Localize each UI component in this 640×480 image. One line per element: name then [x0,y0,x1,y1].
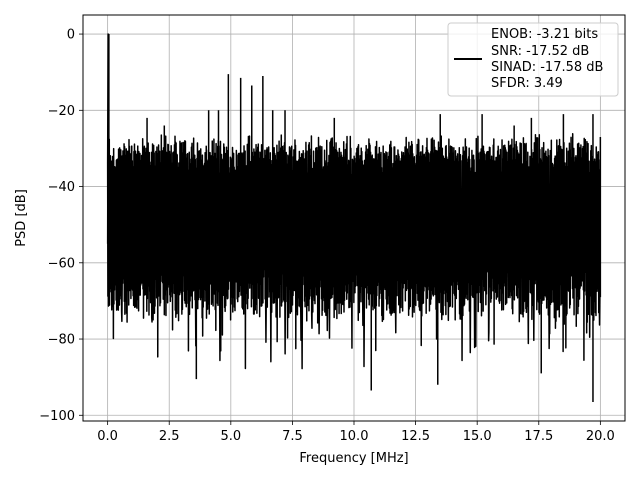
psd-trace-group [106,33,602,402]
x-tick-label: 7.5 [282,429,303,444]
x-axis-ticks: 0.0 2.5 5.0 7.5 10.0 12.5 15.0 17.5 20.0 [97,421,615,444]
y-tick-label: −100 [39,409,75,424]
legend-sinad: SINAD: -17.58 dB [491,60,603,75]
legend-sfdr: SFDR: 3.49 [491,76,563,91]
legend-snr: SNR: -17.52 dB [491,44,589,59]
y-tick-label: −60 [48,256,75,271]
y-tick-label: −20 [48,104,75,119]
y-axis-ticks: 0 −20 −40 −60 −80 −100 [39,28,83,424]
x-tick-label: 20.0 [586,429,615,444]
x-tick-label: 0.0 [97,429,118,444]
psd-trace-line [106,33,602,402]
y-tick-label: 0 [67,28,75,43]
x-tick-label: 15.0 [463,429,492,444]
y-axis-label: PSD [dB] [14,189,29,247]
y-tick-label: −40 [48,180,75,195]
x-axis-label: Frequency [MHz] [299,451,408,466]
legend-enob: ENOB: -3.21 bits [491,27,598,42]
x-tick-label: 12.5 [401,429,430,444]
x-tick-label: 17.5 [524,429,553,444]
x-tick-label: 2.5 [159,429,180,444]
legend-box [447,22,619,97]
x-tick-label: 10.0 [340,429,369,444]
y-tick-label: −80 [48,333,75,348]
x-tick-label: 5.0 [220,429,241,444]
legend: ENOB: -3.21 bits SNR: -17.52 dB SINAD: -… [447,22,619,97]
